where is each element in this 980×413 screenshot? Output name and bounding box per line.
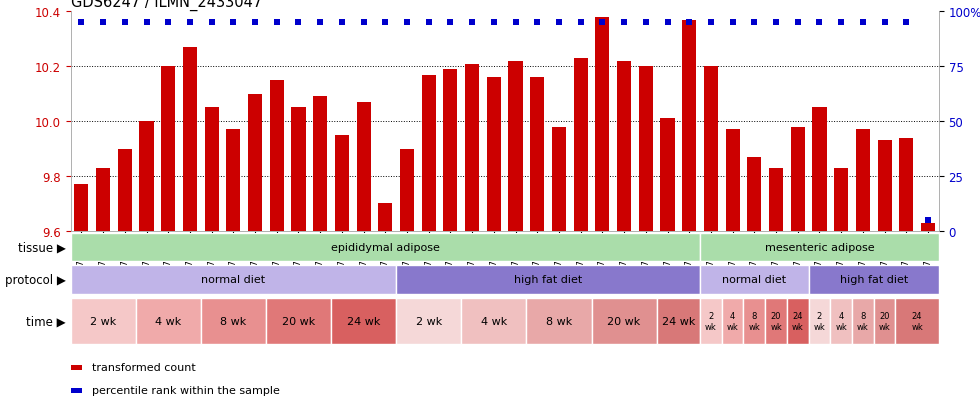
Bar xyxy=(487,78,501,231)
Text: 8 wk: 8 wk xyxy=(220,316,247,326)
Text: 4 wk: 4 wk xyxy=(155,316,181,326)
Bar xyxy=(700,298,721,344)
Text: 20 wk: 20 wk xyxy=(608,316,641,326)
Bar xyxy=(400,149,415,231)
Bar xyxy=(765,298,787,344)
Text: 4
wk: 4 wk xyxy=(835,311,847,331)
Text: epididymal adipose: epididymal adipose xyxy=(331,243,440,253)
Bar xyxy=(396,298,462,344)
Text: transformed count: transformed count xyxy=(85,363,196,373)
Text: 24 wk: 24 wk xyxy=(347,316,380,326)
Text: 8
wk: 8 wk xyxy=(857,311,868,331)
Bar xyxy=(161,67,175,231)
Bar xyxy=(744,298,765,344)
Text: 2
wk: 2 wk xyxy=(813,311,825,331)
Bar xyxy=(201,298,266,344)
Bar xyxy=(466,64,479,231)
Text: 8 wk: 8 wk xyxy=(546,316,572,326)
Bar xyxy=(700,234,939,262)
Bar xyxy=(357,103,370,231)
Bar xyxy=(921,223,935,231)
Text: 2 wk: 2 wk xyxy=(416,316,442,326)
Bar xyxy=(226,130,240,231)
Bar xyxy=(639,67,653,231)
Bar xyxy=(205,108,219,231)
Bar xyxy=(721,298,744,344)
Bar xyxy=(657,298,700,344)
Bar xyxy=(135,298,201,344)
Bar xyxy=(248,95,262,231)
Bar xyxy=(700,265,808,295)
Text: mesenteric adipose: mesenteric adipose xyxy=(764,243,874,253)
Text: normal diet: normal diet xyxy=(722,275,786,285)
Bar xyxy=(74,185,88,231)
Bar xyxy=(462,298,526,344)
Bar xyxy=(335,135,349,231)
Bar xyxy=(139,122,154,231)
Bar xyxy=(808,265,939,295)
Text: high fat diet: high fat diet xyxy=(514,275,582,285)
Text: 24
wk: 24 wk xyxy=(792,311,804,331)
Bar xyxy=(592,298,657,344)
Bar xyxy=(896,298,939,344)
Text: GDS6247 / ILMN_2433047: GDS6247 / ILMN_2433047 xyxy=(71,0,262,11)
Text: 20
wk: 20 wk xyxy=(770,311,782,331)
Bar xyxy=(71,265,396,295)
Bar xyxy=(812,108,826,231)
Bar xyxy=(443,70,458,231)
Text: 20 wk: 20 wk xyxy=(282,316,316,326)
Bar xyxy=(270,81,284,231)
Text: 2 wk: 2 wk xyxy=(90,316,117,326)
Text: percentile rank within the sample: percentile rank within the sample xyxy=(85,385,280,395)
Bar xyxy=(291,108,306,231)
Bar xyxy=(661,119,674,231)
Text: normal diet: normal diet xyxy=(201,275,266,285)
Bar xyxy=(266,298,331,344)
Text: 24
wk: 24 wk xyxy=(911,311,923,331)
Text: 4 wk: 4 wk xyxy=(481,316,507,326)
Bar xyxy=(314,97,327,231)
Bar xyxy=(748,157,761,231)
Bar xyxy=(877,141,892,231)
Bar xyxy=(834,169,849,231)
Bar xyxy=(573,59,588,231)
Bar xyxy=(71,234,700,262)
Text: 24 wk: 24 wk xyxy=(662,316,695,326)
Text: 2
wk: 2 wk xyxy=(705,311,716,331)
Text: time ▶: time ▶ xyxy=(26,315,66,328)
Bar xyxy=(595,18,610,231)
Bar xyxy=(900,138,913,231)
Text: 8
wk: 8 wk xyxy=(749,311,760,331)
Bar xyxy=(682,21,696,231)
Bar xyxy=(552,127,566,231)
Bar xyxy=(617,62,631,231)
Text: tissue ▶: tissue ▶ xyxy=(18,241,66,254)
Bar xyxy=(421,75,436,231)
Bar xyxy=(118,149,132,231)
Bar xyxy=(509,62,522,231)
Bar xyxy=(874,298,896,344)
Bar xyxy=(183,48,197,231)
Bar xyxy=(791,127,805,231)
Bar xyxy=(704,67,718,231)
Bar xyxy=(808,298,830,344)
Text: 20
wk: 20 wk xyxy=(879,311,891,331)
Bar xyxy=(396,265,700,295)
Bar xyxy=(526,298,592,344)
Bar xyxy=(856,130,870,231)
Text: high fat diet: high fat diet xyxy=(840,275,907,285)
Bar xyxy=(725,130,740,231)
Bar xyxy=(331,298,396,344)
Bar xyxy=(71,298,135,344)
Bar xyxy=(769,169,783,231)
Text: protocol ▶: protocol ▶ xyxy=(5,273,66,286)
Text: 4
wk: 4 wk xyxy=(727,311,739,331)
Bar xyxy=(96,169,110,231)
Bar xyxy=(852,298,874,344)
Bar xyxy=(787,298,808,344)
Bar xyxy=(530,78,544,231)
Bar xyxy=(830,298,852,344)
Bar xyxy=(378,204,392,231)
